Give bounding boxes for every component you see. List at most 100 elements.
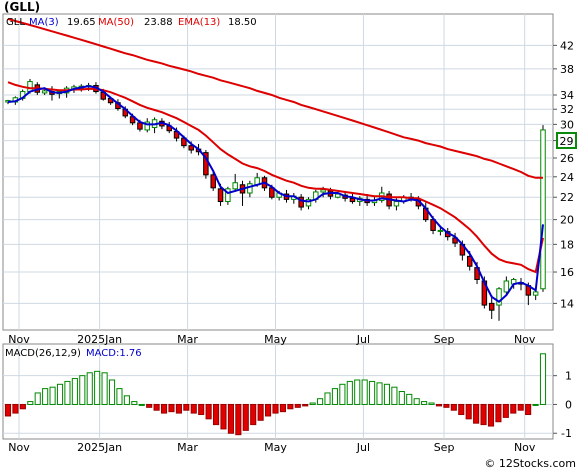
- macd-bar: [34, 392, 41, 405]
- macd-bar: [495, 403, 502, 423]
- macd-bar: [435, 403, 443, 407]
- candle-body: [466, 255, 473, 267]
- macd-y-tick-label: -1: [561, 427, 572, 440]
- macd-bar: [465, 403, 472, 420]
- macd-bar: [175, 403, 182, 414]
- macd-bar: [19, 403, 26, 410]
- macd-bar: [212, 403, 220, 426]
- price-y-tick-label: 20: [560, 214, 574, 227]
- price-y-tick-label: 30: [560, 118, 574, 131]
- price-x-label: May: [264, 333, 287, 346]
- macd-bar: [198, 403, 205, 416]
- candle-body: [540, 129, 546, 290]
- price-x-label: Mar: [177, 333, 198, 346]
- macd-bar: [116, 388, 123, 405]
- macd-bar: [346, 380, 353, 405]
- macd-bar: [101, 372, 108, 405]
- macd-bar: [94, 370, 101, 405]
- series-layer: [4, 17, 547, 436]
- candle-body: [210, 174, 216, 189]
- candle-body: [298, 196, 304, 208]
- price-y-tick-label: 18: [560, 238, 574, 251]
- macd-bar: [317, 398, 324, 405]
- legend-ma3-value: 19.65: [67, 17, 96, 28]
- macd-bar: [502, 403, 509, 418]
- macd-bar: [517, 403, 524, 411]
- macd-bar: [183, 403, 190, 411]
- macd-bar: [391, 386, 398, 405]
- macd-bar: [406, 393, 413, 405]
- candle-body: [305, 198, 312, 207]
- candle-body: [232, 182, 238, 190]
- macd-bar: [168, 403, 175, 413]
- candle-body: [27, 81, 33, 93]
- macd-bar: [383, 383, 391, 405]
- macd-bar: [532, 403, 539, 406]
- macd-bar: [205, 403, 212, 420]
- macd-bar: [480, 403, 487, 426]
- macd-bar: [190, 403, 197, 414]
- candle-body: [137, 122, 143, 130]
- macd-bar: [86, 372, 93, 405]
- axis-layer: 14161820222426283032343842NovNov2025Jan2…: [8, 39, 574, 454]
- legend-ema13-label: EMA(13): [178, 17, 220, 28]
- macd-bar: [450, 403, 457, 411]
- page-title: (GLL): [4, 0, 41, 14]
- macd-bar: [302, 403, 309, 407]
- macd-x-label: Nov: [8, 441, 30, 454]
- macd-y-tick-label: 0: [565, 398, 572, 411]
- macd-bar: [227, 403, 234, 434]
- macd-x-label: Sep: [434, 441, 455, 454]
- legend-symbol: GLL: [6, 17, 25, 28]
- macd-x-label: May: [264, 441, 287, 454]
- macd-bar: [339, 383, 346, 405]
- macd-bar: [12, 403, 19, 414]
- candle-body: [532, 291, 539, 296]
- ma50-line: [7, 17, 543, 179]
- price-x-label: Nov: [8, 333, 30, 346]
- ma3-line: [7, 85, 544, 303]
- macd-bar: [458, 403, 465, 416]
- macd-bar: [71, 378, 78, 405]
- macd-bar: [421, 401, 428, 405]
- macd-bar: [324, 392, 331, 405]
- price-y-tick-label: 42: [560, 39, 574, 52]
- legend-ma50-label: MA(50): [98, 17, 134, 28]
- macd-legend-value: MACD:1.76: [86, 348, 142, 359]
- candle-body: [496, 288, 502, 306]
- price-x-label: Jul: [356, 333, 370, 346]
- macd-bar: [473, 403, 480, 424]
- macd-bar: [428, 402, 435, 405]
- macd-bar: [265, 403, 272, 417]
- macd-bar: [242, 403, 249, 431]
- macd-bar: [354, 379, 361, 405]
- price-y-tick-label: 32: [560, 103, 574, 116]
- macd-bar: [42, 388, 49, 405]
- macd-legend-label: MACD(26,12,9): [5, 348, 81, 359]
- macd-bar: [376, 382, 383, 405]
- watermark-text: © 12Stocks.com: [484, 457, 576, 470]
- macd-bar: [279, 403, 286, 413]
- macd-bar: [49, 386, 56, 405]
- price-y-tick-label: 38: [560, 63, 574, 76]
- price-y-tick-label: 16: [560, 266, 574, 279]
- macd-x-label: Nov: [514, 441, 536, 454]
- price-x-label: 2025Jan: [77, 333, 122, 346]
- macd-bar: [153, 403, 160, 411]
- macd-bar: [250, 403, 257, 426]
- macd-x-label: Jul: [356, 441, 370, 454]
- macd-bar: [79, 375, 86, 405]
- price-x-label: Nov: [514, 333, 536, 346]
- price-y-tick-label: 14: [560, 297, 574, 310]
- candle-body: [188, 145, 194, 151]
- macd-bar: [294, 403, 301, 408]
- macd-bar: [146, 403, 153, 408]
- macd-bar: [361, 379, 368, 405]
- last-price-label: 29: [560, 135, 574, 148]
- macd-bar: [539, 353, 547, 405]
- candle-body: [488, 302, 495, 311]
- macd-bar: [27, 401, 34, 405]
- macd-bar: [56, 383, 64, 405]
- price-panel: [2, 13, 554, 331]
